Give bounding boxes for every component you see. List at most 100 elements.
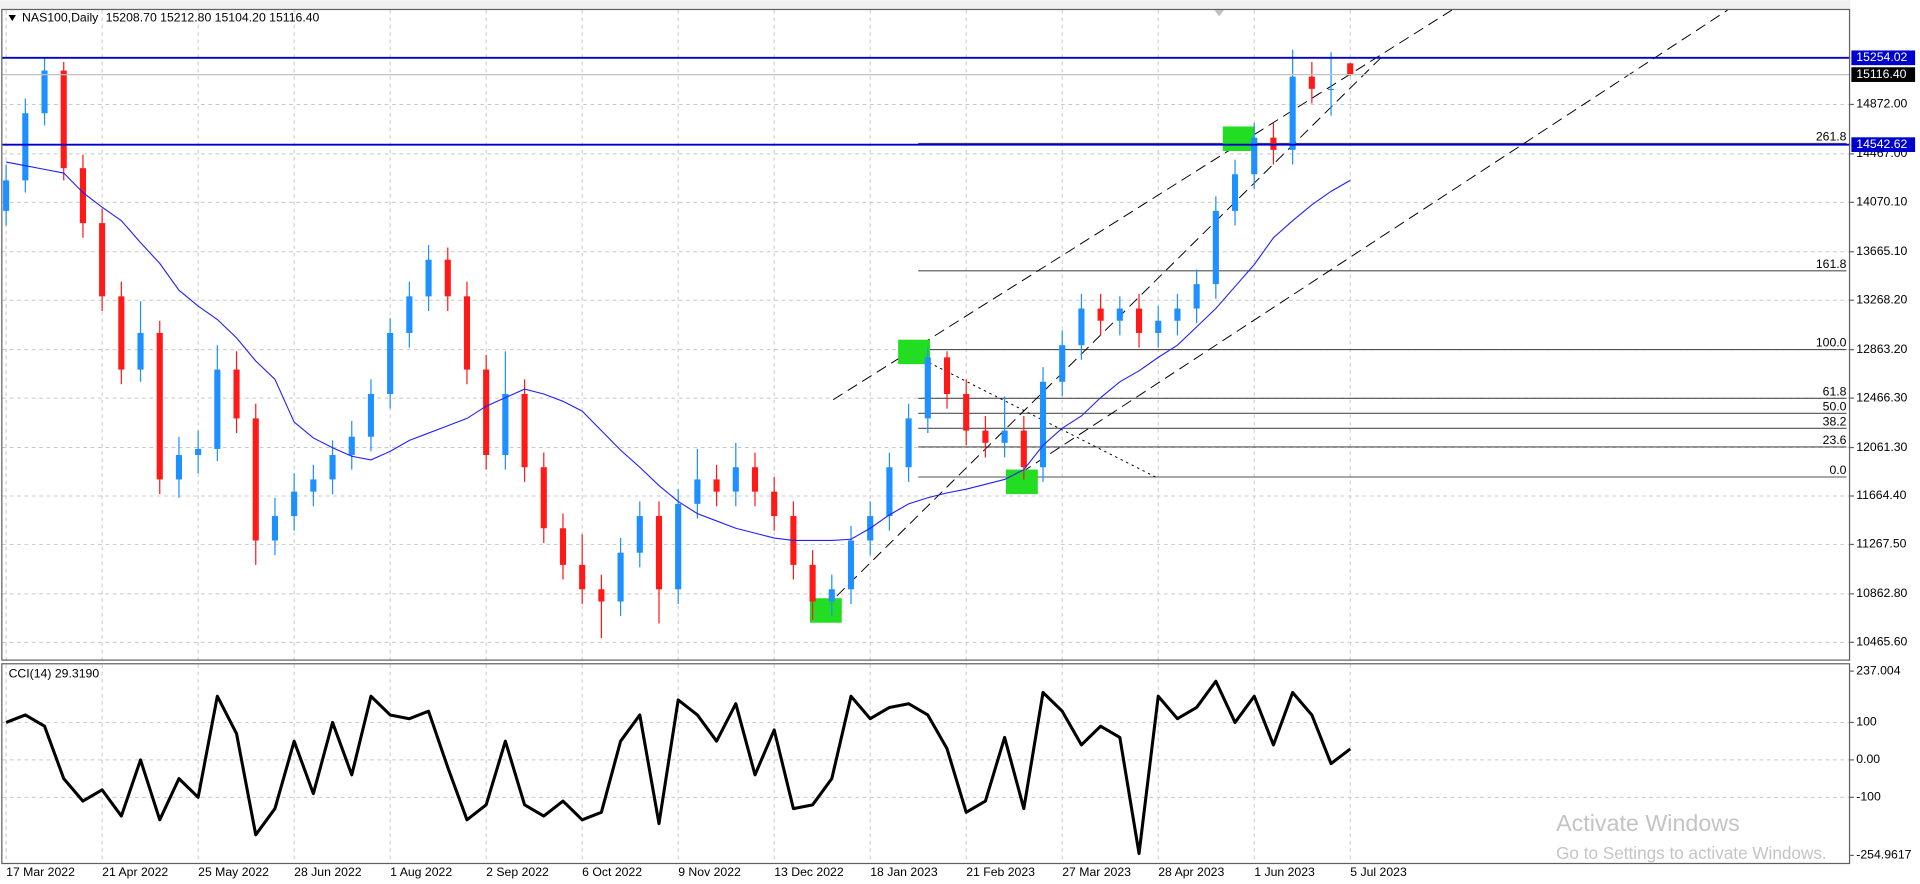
y-tick-label: 100 [1856,715,1877,729]
x-tick-label: 28 Jun 2022 [294,865,362,879]
candle-body [79,168,86,224]
candle-body [771,491,778,517]
candle-body [348,436,355,456]
y-tick-label: 0.00 [1856,752,1880,766]
symbol: NAS100,Daily [22,11,99,25]
level-box [1851,137,1916,153]
candle-body [1212,210,1219,285]
candle-body [1347,63,1354,75]
candle-body [1251,137,1258,175]
candle-body [99,223,106,297]
candle-body [1135,308,1143,333]
x-tick-label: 27 Mar 2023 [1062,865,1131,879]
y-tick-label: 12863.20 [1856,342,1907,356]
candle-body [617,552,624,602]
level-label: 15254.02 [1856,50,1907,64]
candle-body [521,393,528,468]
candle-body [1289,76,1296,150]
fib-label: 50.0 [1823,399,1847,413]
data-layer [2,49,1851,856]
candle-body [1174,308,1181,321]
menu-arrow [8,14,16,22]
y-tick-label: 14872.00 [1856,97,1907,111]
price-panel-border [1,8,1851,661]
candle-body [540,467,547,529]
candle-body [559,528,567,565]
candle-body [1231,174,1239,211]
candle-body [41,70,48,114]
candle-body [636,516,643,553]
candle-body [1078,308,1085,346]
top-strip [0,0,1851,9]
fib-label: 61.8 [1823,384,1847,398]
candle-body [1155,320,1162,333]
y-tick-label: 10465.60 [1856,635,1907,649]
y-tick-label: -254.9617 [1856,848,1911,862]
y-tick-label: 11267.50 [1856,537,1906,551]
x-tick-label: 21 Apr 2022 [102,865,168,879]
candle-body [387,332,394,394]
ohlc: 15208.70 15212.80 15104.20 15116.40 [106,11,320,25]
fib-layer: 0.0 23.6 38.250.061.8 100.0 161.8 261.8 [918,129,1847,478]
candle-body [809,564,816,602]
candle-body [1097,308,1104,321]
shift-marker [1214,10,1225,17]
last-price-label: 15116.40 [1856,67,1906,81]
channel-line [1006,9,1728,483]
candle-body [1039,381,1047,468]
candle-body [1308,76,1315,89]
y-tick-label: 13665.10 [1856,244,1907,258]
candle-body [444,259,451,297]
candle-body [828,589,835,602]
watermark-title: Activate Windows [1556,810,1740,836]
candle-body [175,455,183,480]
x-tick-label: 28 Apr 2023 [1158,865,1224,879]
x-tick-label: 6 Oct 2022 [582,865,642,879]
candle-body [924,357,931,419]
candle-body [598,589,605,602]
candle-body [22,113,29,181]
fib-label: 161.8 [1816,257,1847,271]
candle-body [1193,284,1200,309]
candle-body [233,369,240,419]
candle-body [1001,430,1008,443]
chart-title: NAS100,Daily 15208.70 15212.80 15104.20 1… [22,11,319,25]
level-label: 14542.62 [1856,137,1907,151]
candle-body [214,369,221,449]
fib-label: 23.6 [1823,433,1847,447]
candle-body [425,259,432,297]
candle-body [252,418,259,541]
moving-average [6,161,1351,542]
candle-body [502,393,509,456]
cci-title: CCI(14) 29.3190 [9,666,100,680]
candle-body [732,467,739,492]
candle-body [886,467,893,517]
candle-body [60,70,67,169]
pivot-box [809,598,842,623]
candle-body [329,455,336,480]
y-tick-label: 12466.30 [1856,390,1907,404]
y-tick-label: 237.004 [1856,663,1900,677]
candle-body [1116,308,1123,321]
x-tick-label: 13 Dec 2022 [774,865,844,879]
candle-body [195,448,202,456]
x-tick-label: 1 Jun 2023 [1254,865,1315,879]
axis-layer: 17 Mar 2022 21 Apr 2022 25 May 2022 28 Jun … [6,50,1916,879]
trend-line [912,353,1159,479]
level-box [1851,50,1916,66]
pivot-box [1222,126,1255,151]
pivot-box [898,339,930,365]
candle-body [406,296,413,333]
last-price-box [1851,67,1916,82]
fib-label: 0.0 [1829,463,1846,477]
candle-body [655,516,663,590]
candle-body [118,296,125,370]
candle-body [1059,345,1066,382]
y-tick-label: 12061.30 [1856,440,1907,454]
candle-body [905,418,912,468]
candle-body [963,393,970,431]
fib-label: 261.8 [1816,129,1847,143]
